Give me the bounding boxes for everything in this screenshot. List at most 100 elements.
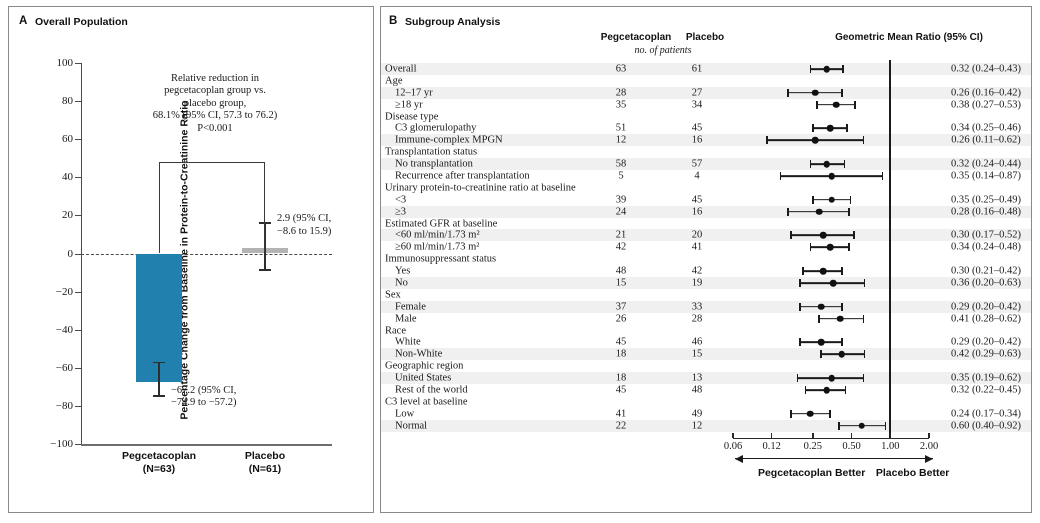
point-estimate-marker [826, 125, 834, 132]
confidence-interval-cap [820, 350, 822, 359]
cell-geometric-mean-ratio: 0.30 (0.21–0.42) [951, 265, 1021, 277]
x-tick-label: 0.06 [723, 440, 743, 452]
confidence-interval-cap [838, 421, 840, 430]
cell-placebo-n: 28 [691, 313, 703, 325]
confidence-interval-cap [804, 385, 807, 394]
table-row: No 15 19 0.36 (0.20–0.63) [381, 277, 1031, 289]
point-estimate-marker [815, 208, 823, 215]
panel-a-annotation: Relative reduction in pegcetacoplan group… [105, 73, 325, 135]
cell-geometric-mean-ratio: 0.26 (0.11–0.62) [951, 134, 1021, 146]
confidence-interval-cap [799, 278, 802, 287]
cell-placebo-n: 61 [691, 63, 703, 75]
callout-placebo: 2.9 (95% CI, −8.6 to 15.9) [277, 213, 331, 238]
x-tick-label: 1.00 [881, 440, 900, 452]
y-tick-label: −40 [55, 323, 73, 336]
column-units-label: no. of patients [634, 45, 692, 56]
cell-placebo-n: 45 [691, 122, 703, 134]
cell-geometric-mean-ratio: 0.28 (0.16–0.48) [951, 206, 1021, 218]
cell-pegcetacoplan-n: 18 [615, 348, 627, 360]
y-tick [75, 139, 81, 141]
table-row: <3 39 45 0.35 (0.25–0.49) [381, 194, 1031, 206]
panel-a-comparison-bracket [159, 162, 265, 254]
cell-placebo-n: 34 [691, 99, 703, 111]
group-label-line: Pegcetacoplan [121, 450, 197, 462]
row-label: Age [385, 75, 403, 87]
confidence-interval-cap [863, 278, 866, 287]
point-estimate-marker [829, 279, 837, 287]
point-estimate-marker [819, 232, 827, 239]
subgroup-header-row: Geographic region [381, 360, 1031, 372]
annotation-line: Relative reduction in [170, 73, 260, 84]
point-estimate-marker [811, 89, 819, 97]
cell-pegcetacoplan-n: 39 [615, 194, 627, 206]
left-arrow-line [735, 457, 891, 460]
table-row: United States 18 13 0.35 (0.19–0.62) [381, 372, 1031, 385]
y-tick [75, 291, 81, 293]
x-tick-label: 2.00 [919, 440, 939, 452]
cell-geometric-mean-ratio: 0.41 (0.28–0.62) [951, 313, 1021, 325]
row-label: Disease type [385, 111, 439, 122]
cell-placebo-n: 15 [691, 348, 703, 360]
point-estimate-marker [832, 101, 840, 108]
group-label-line: (N=63) [142, 463, 176, 475]
row-label: Estimated GFR at baseline [385, 218, 498, 230]
confidence-interval-cap [853, 100, 856, 109]
y-tick-label: 100 [56, 57, 74, 69]
right-arrow-line [890, 457, 933, 460]
cell-pegcetacoplan-n: 45 [615, 336, 627, 348]
row-label: <3 [395, 194, 407, 206]
confidence-interval-cap [840, 88, 843, 97]
confidence-interval-cap [809, 243, 812, 252]
point-estimate-marker [837, 315, 844, 322]
callout-line: 2.9 (95% CI, [277, 213, 332, 225]
cell-placebo-n: 45 [691, 194, 703, 206]
cell-geometric-mean-ratio: 0.35 (0.25–0.49) [951, 194, 1021, 206]
row-label: Recurrence after transplantation [395, 170, 530, 182]
table-row: Normal 22 12 0.60 (0.40–0.92) [381, 419, 1031, 432]
row-label: Rest of the world [395, 384, 468, 396]
callout-line: −67.2 (95% CI, [171, 384, 237, 396]
cell-pegcetacoplan-n: 24 [615, 206, 627, 218]
cell-placebo-n: 46 [691, 336, 703, 348]
annotation-line: P<0.001 [197, 122, 233, 134]
subgroup-header-row: Urinary protein-to-creatinine ratio at b… [381, 182, 1031, 194]
cell-placebo-n: 49 [691, 408, 703, 420]
forest-null-line [889, 60, 892, 438]
confidence-interval-cap [779, 171, 782, 180]
table-row: <60 ml/min/1.73 m² 21 20 0.30 (0.17–0.52) [381, 229, 1031, 242]
cell-placebo-n: 16 [691, 134, 703, 146]
cell-placebo-n: 16 [691, 206, 703, 218]
table-row: Overall 63 61 0.32 (0.24–0.43) [381, 63, 1031, 75]
cell-pegcetacoplan-n: 26 [615, 313, 627, 325]
cell-geometric-mean-ratio: 0.60 (0.40–0.92) [951, 420, 1021, 432]
point-estimate-marker [819, 267, 827, 275]
callout-line: −74.9 to −57.2) [171, 397, 237, 409]
cell-geometric-mean-ratio: 0.24 (0.17–0.34) [951, 408, 1021, 420]
right-arrow-head [925, 454, 933, 463]
subgroup-header-row: Immunosuppressant status [381, 253, 1031, 265]
confidence-interval-cap [786, 88, 789, 97]
confidence-interval-cap [809, 64, 812, 73]
subgroup-header-row: Age [381, 75, 1031, 87]
point-estimate-marker [811, 136, 819, 144]
row-label: Geographic region [385, 360, 464, 372]
cell-geometric-mean-ratio: 0.35 (0.14–0.87) [951, 170, 1021, 182]
confidence-interval-cap [840, 267, 843, 276]
subgroup-header-row: Race [381, 325, 1031, 337]
table-row: No transplantation 58 57 0.32 (0.24–0.44) [381, 158, 1031, 171]
error-bar-pegcetacoplan [158, 362, 160, 397]
subgroup-header-row: Disease type [381, 111, 1031, 123]
table-row: Male 26 28 0.41 (0.28–0.62) [381, 313, 1031, 325]
callout-pegcetacoplan: −67.2 (95% CI, −74.9 to −57.2) [171, 385, 237, 410]
panel-b: B Subgroup Analysis Pegcetacoplan Placeb… [380, 6, 1032, 513]
cell-pegcetacoplan-n: 22 [615, 420, 627, 432]
panel-a-zero-line [81, 253, 332, 255]
point-estimate-marker [858, 422, 865, 429]
y-tick [75, 367, 81, 369]
x-tick-label: 0.12 [762, 440, 781, 452]
x-tick [732, 432, 734, 438]
cell-pegcetacoplan-n: 45 [615, 384, 627, 396]
row-label: Female [395, 301, 426, 313]
y-tick [75, 63, 81, 64]
y-tick-label: −80 [55, 399, 73, 412]
